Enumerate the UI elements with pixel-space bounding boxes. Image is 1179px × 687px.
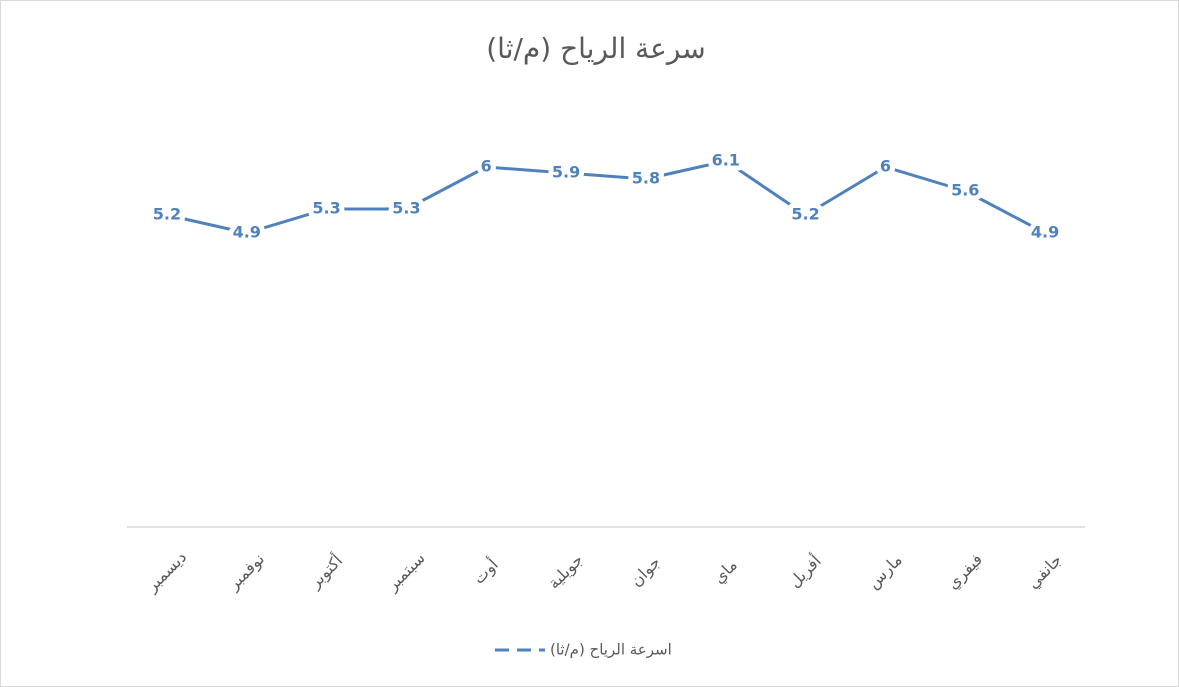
data-label: 6.1	[712, 151, 740, 170]
data-label: 5.9	[552, 163, 580, 182]
data-label: 5.2	[791, 205, 819, 224]
data-label: 6	[880, 157, 891, 176]
data-label: 5.3	[392, 199, 420, 218]
data-label: 5.3	[312, 199, 340, 218]
legend-label: اسرعة الرياح (م/ثا)	[550, 641, 672, 659]
chart-title: سرعة الرياح (م/ثا)	[486, 32, 706, 65]
data-label: 6	[481, 157, 492, 176]
data-label: 4.9	[233, 223, 261, 242]
data-label: 5.8	[632, 169, 660, 188]
data-label: 4.9	[1031, 223, 1059, 242]
line-series	[166, 159, 1046, 235]
data-label: 5.6	[951, 181, 979, 200]
data-label: 5.2	[153, 205, 181, 224]
